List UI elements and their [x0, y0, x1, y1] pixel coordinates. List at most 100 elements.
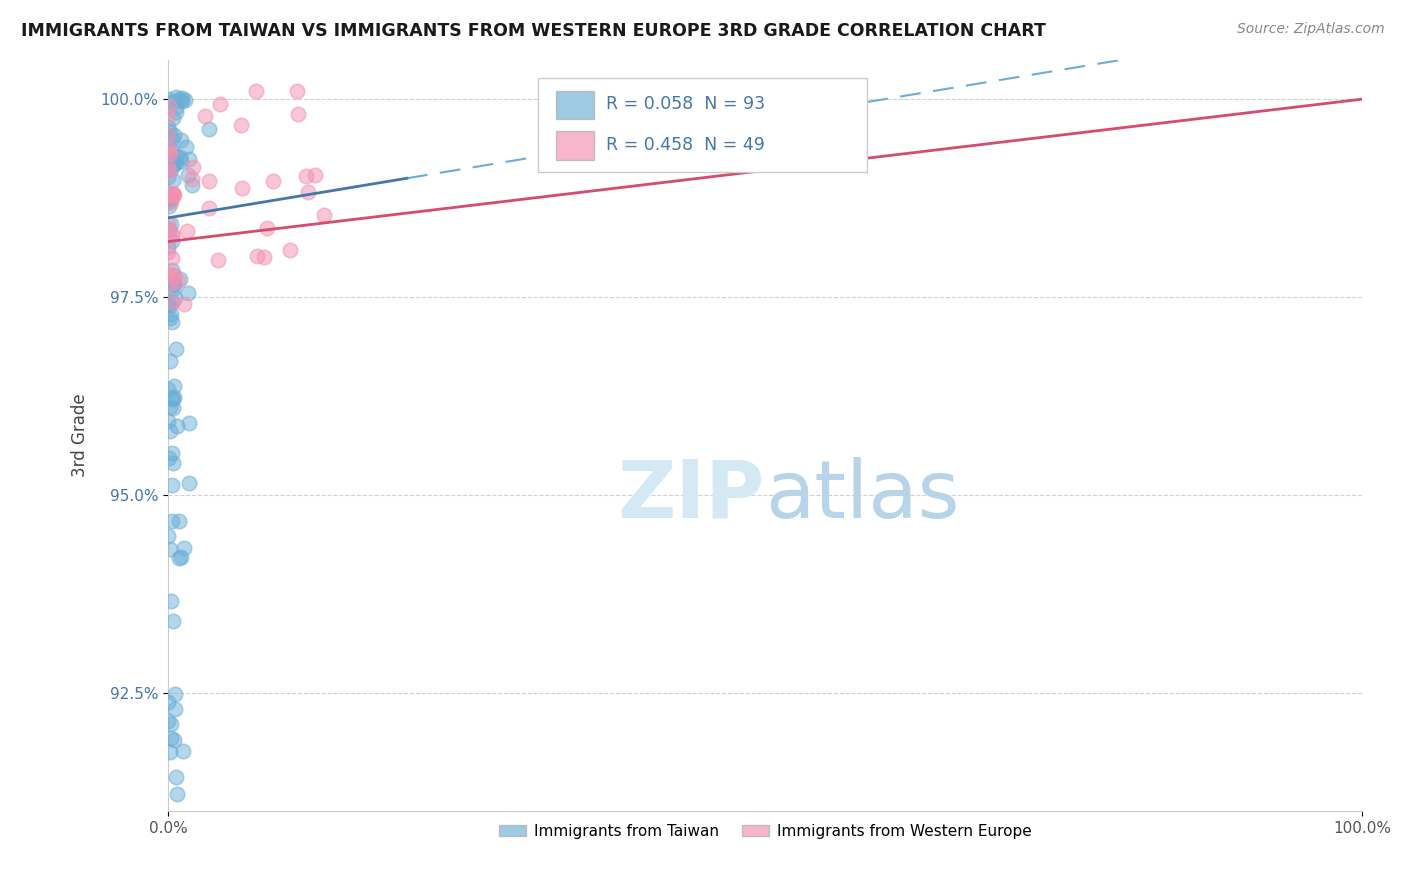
Point — [162, 477, 184, 491]
Point — [159, 143, 181, 157]
Point — [157, 120, 180, 134]
Point — [165, 771, 187, 785]
Point — [157, 240, 180, 254]
Point — [245, 84, 267, 98]
Point — [159, 277, 181, 291]
Point — [166, 787, 188, 801]
Point — [162, 732, 184, 747]
Point — [162, 392, 184, 407]
Point — [159, 354, 181, 368]
Point — [163, 188, 186, 202]
Point — [157, 529, 180, 543]
Point — [167, 514, 190, 528]
Point — [160, 306, 183, 320]
Point — [162, 277, 184, 292]
Point — [162, 187, 184, 202]
Point — [157, 190, 180, 204]
Legend: Immigrants from Taiwan, Immigrants from Western Europe: Immigrants from Taiwan, Immigrants from … — [492, 818, 1038, 845]
Point — [304, 169, 326, 183]
Point — [287, 84, 309, 98]
Point — [165, 343, 187, 357]
Point — [159, 194, 181, 209]
Point — [166, 274, 188, 288]
Point — [297, 185, 319, 199]
Point — [165, 687, 187, 701]
Point — [163, 277, 186, 291]
Point — [246, 249, 269, 263]
Point — [163, 156, 186, 170]
Point — [160, 315, 183, 329]
Point — [198, 201, 221, 215]
Point — [159, 400, 181, 414]
Point — [159, 217, 181, 231]
Point — [163, 379, 186, 393]
Point — [162, 95, 184, 109]
Point — [159, 717, 181, 731]
Point — [162, 173, 184, 187]
Point — [157, 130, 180, 145]
Point — [163, 702, 186, 716]
Point — [157, 215, 180, 229]
Point — [159, 424, 181, 438]
Point — [157, 714, 180, 729]
Point — [256, 220, 278, 235]
Point — [157, 99, 180, 113]
Point — [157, 222, 180, 236]
Point — [160, 262, 183, 277]
Point — [166, 100, 188, 114]
Point — [157, 297, 180, 311]
Point — [162, 158, 184, 172]
Point — [163, 391, 186, 405]
Point — [160, 252, 183, 266]
Point — [160, 227, 183, 241]
Point — [160, 234, 183, 248]
Point — [157, 110, 180, 124]
Point — [207, 252, 229, 267]
Point — [172, 91, 194, 105]
Point — [170, 549, 193, 564]
Point — [167, 550, 190, 565]
Point — [160, 514, 183, 528]
Point — [165, 90, 187, 104]
Point — [169, 272, 191, 286]
Point — [229, 118, 252, 132]
Point — [157, 267, 180, 281]
Text: Source: ZipAtlas.com: Source: ZipAtlas.com — [1237, 22, 1385, 37]
Text: atlas: atlas — [765, 457, 959, 534]
Point — [162, 187, 184, 202]
Point — [208, 97, 231, 112]
Point — [278, 243, 301, 257]
Point — [181, 172, 204, 186]
Point — [172, 743, 194, 757]
Bar — [557, 131, 595, 160]
Point — [157, 129, 180, 144]
Text: IMMIGRANTS FROM TAIWAN VS IMMIGRANTS FROM WESTERN EUROPE 3RD GRADE CORRELATION C: IMMIGRANTS FROM TAIWAN VS IMMIGRANTS FRO… — [21, 22, 1046, 40]
Y-axis label: 3rd Grade: 3rd Grade — [72, 393, 89, 477]
Point — [160, 731, 183, 745]
FancyBboxPatch shape — [538, 78, 866, 172]
Point — [162, 401, 184, 415]
Point — [162, 186, 184, 200]
Point — [177, 152, 200, 166]
Point — [160, 445, 183, 459]
Point — [157, 299, 180, 313]
Point — [294, 169, 316, 183]
Text: R = 0.058  N = 93: R = 0.058 N = 93 — [606, 95, 765, 113]
Bar — [557, 91, 595, 120]
Point — [173, 541, 195, 555]
Point — [162, 268, 184, 282]
Point — [157, 224, 180, 238]
Point — [177, 168, 200, 182]
Point — [157, 194, 180, 209]
Point — [174, 139, 197, 153]
Point — [160, 161, 183, 176]
Point — [180, 178, 202, 192]
Point — [163, 291, 186, 305]
Point — [157, 414, 180, 428]
Text: ZIP: ZIP — [617, 457, 765, 534]
Point — [170, 153, 193, 168]
Point — [194, 109, 217, 123]
Point — [159, 310, 181, 325]
Point — [165, 148, 187, 162]
Point — [157, 383, 180, 397]
